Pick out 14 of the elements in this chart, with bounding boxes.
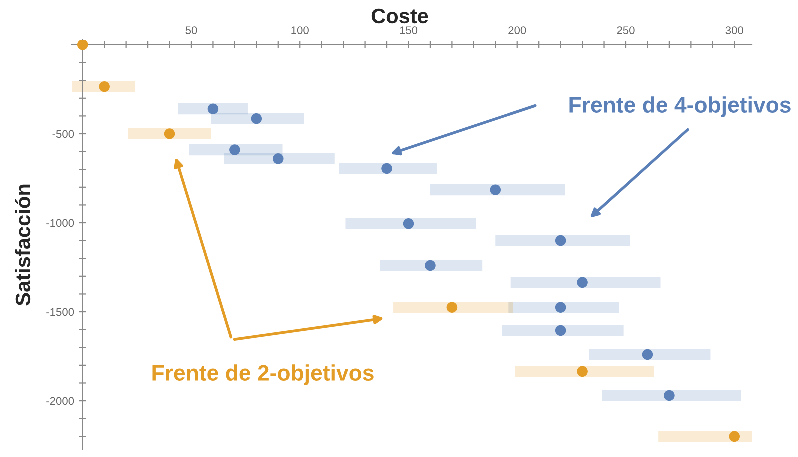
y-tick-label: -1500 [46, 308, 74, 316]
x-axis-title: Coste [372, 8, 428, 24]
text: Frente de 4-objetivos [570, 96, 791, 118]
x-tick-label: 50 [186, 26, 198, 34]
y-tick-label: -2000 [46, 397, 74, 406]
x-tick-label: 100 [292, 26, 309, 34]
x-tick-label: 300 [726, 26, 744, 34]
y-tick-label: -1000 [46, 219, 74, 228]
x-tick-label: 250 [617, 26, 635, 34]
y-tick-label: -500 [52, 130, 74, 138]
x-tick-label: 200 [508, 26, 526, 34]
y-axis-title: Satisfacción [15, 184, 31, 306]
x-tick-label: 150 [400, 26, 418, 34]
text: Frente de 2-objetivos [152, 364, 374, 386]
